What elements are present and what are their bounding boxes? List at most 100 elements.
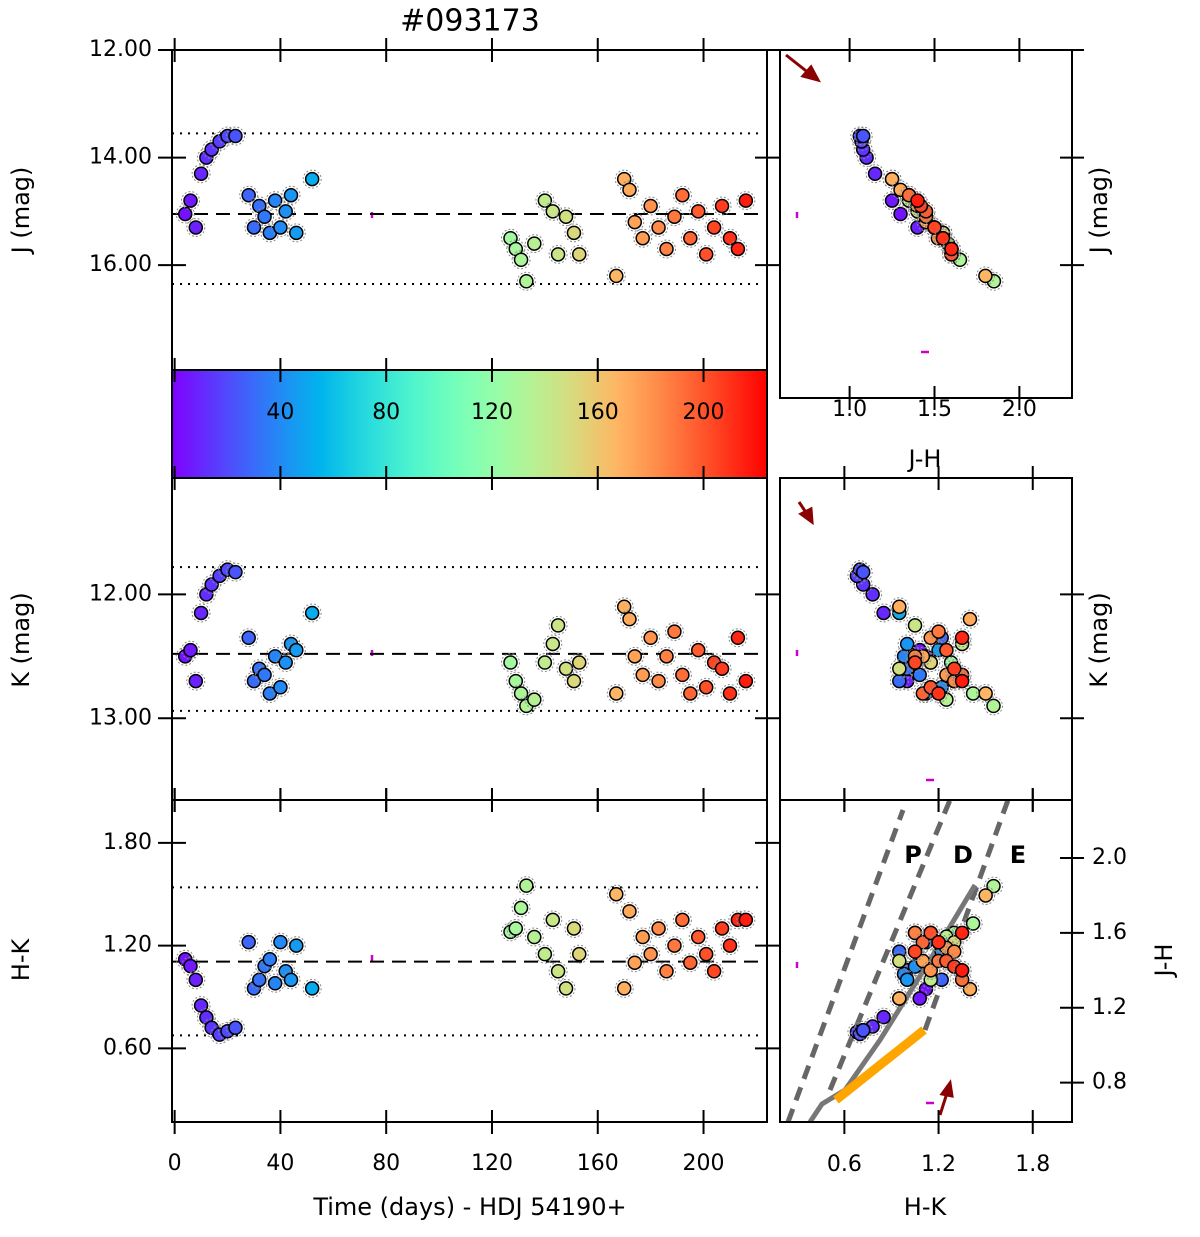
error-halo [556, 207, 576, 227]
error-halo [874, 1007, 894, 1027]
point [508, 921, 524, 936]
error-halo [944, 659, 964, 679]
error-halo [181, 191, 201, 211]
point [912, 991, 927, 1006]
x-tick-label: 2.0 [1002, 397, 1037, 422]
error-halo [889, 951, 909, 971]
error-halo [908, 191, 928, 211]
point [289, 225, 304, 241]
point [892, 991, 907, 1006]
point [698, 680, 714, 695]
error-halo [929, 683, 949, 703]
error-halo [543, 634, 563, 654]
error-halo [936, 640, 956, 660]
reddening-line [922, 799, 1011, 1031]
error-halo [976, 683, 996, 703]
point [257, 667, 272, 683]
point [177, 206, 193, 222]
error-halo [625, 212, 645, 232]
y-tick-label: 1.20 [103, 933, 152, 958]
point [690, 204, 706, 219]
point [643, 630, 658, 646]
error-halo [249, 970, 269, 990]
error-halo [625, 646, 645, 666]
colorbar-tick-label: 200 [683, 400, 725, 425]
point [892, 953, 907, 969]
point [635, 230, 650, 246]
error-halo [633, 228, 653, 248]
point [193, 605, 209, 621]
error-halo [672, 910, 692, 930]
error-halo [619, 609, 639, 629]
error-halo [649, 918, 669, 938]
error-halo [239, 932, 259, 952]
error-halo [889, 603, 909, 623]
point [892, 599, 907, 615]
error-halo [853, 562, 873, 582]
point [939, 642, 954, 658]
error-halo [863, 584, 883, 604]
error-halo [720, 228, 740, 248]
error-halo [506, 239, 526, 259]
error-halo [952, 628, 972, 648]
point [278, 655, 293, 670]
point [183, 642, 198, 658]
ccd-label: E [1010, 841, 1026, 869]
error-halo [688, 927, 708, 947]
error-halo [720, 936, 740, 956]
point [241, 934, 256, 950]
point [944, 241, 959, 257]
error-halo [196, 584, 216, 604]
error-halo [865, 164, 885, 184]
x-tick-label: 1.5 [917, 397, 952, 422]
error-halo [941, 239, 961, 259]
error-halo [910, 988, 930, 1008]
point [289, 642, 304, 658]
panel-frame [171, 477, 768, 801]
error-halo [952, 970, 972, 990]
point [893, 206, 908, 222]
error-halo [688, 201, 708, 221]
ccd-label: D [953, 841, 973, 869]
y-tick-label: 12.00 [89, 581, 152, 606]
reddening-arrow [938, 1092, 949, 1116]
colorbar-tick-label: 40 [266, 400, 294, 425]
error-halo [720, 683, 740, 703]
point [228, 564, 243, 580]
point [690, 642, 706, 658]
error-halo [202, 139, 222, 159]
point [267, 649, 283, 664]
point [706, 964, 722, 979]
point [683, 230, 698, 246]
point [867, 166, 883, 181]
y-axis-label: J-H [1150, 944, 1178, 979]
error-halo [564, 918, 584, 938]
point [865, 587, 880, 602]
error-halo [625, 953, 645, 973]
ctts-locus [833, 1026, 927, 1104]
y-tick-label: 0.8 [1092, 1070, 1127, 1095]
panel-frame [779, 49, 1073, 399]
point [899, 636, 915, 652]
point [855, 1023, 871, 1038]
point [241, 630, 256, 646]
error-halo [265, 973, 285, 993]
point [892, 661, 907, 676]
error-halo [244, 217, 264, 237]
point [513, 252, 529, 267]
error-halo [569, 653, 589, 673]
point [947, 661, 962, 676]
error-halo [664, 622, 684, 642]
point [651, 220, 666, 235]
error-halo [276, 653, 296, 673]
point [683, 955, 698, 970]
point [923, 963, 938, 978]
error-halo [506, 918, 526, 938]
error-halo [963, 914, 983, 934]
point [855, 128, 871, 144]
x-axis-label: J-H [907, 445, 942, 473]
y-tick-label: 1.2 [1092, 995, 1127, 1020]
error-halo [270, 677, 290, 697]
x-tick-label: 1.0 [832, 397, 867, 422]
